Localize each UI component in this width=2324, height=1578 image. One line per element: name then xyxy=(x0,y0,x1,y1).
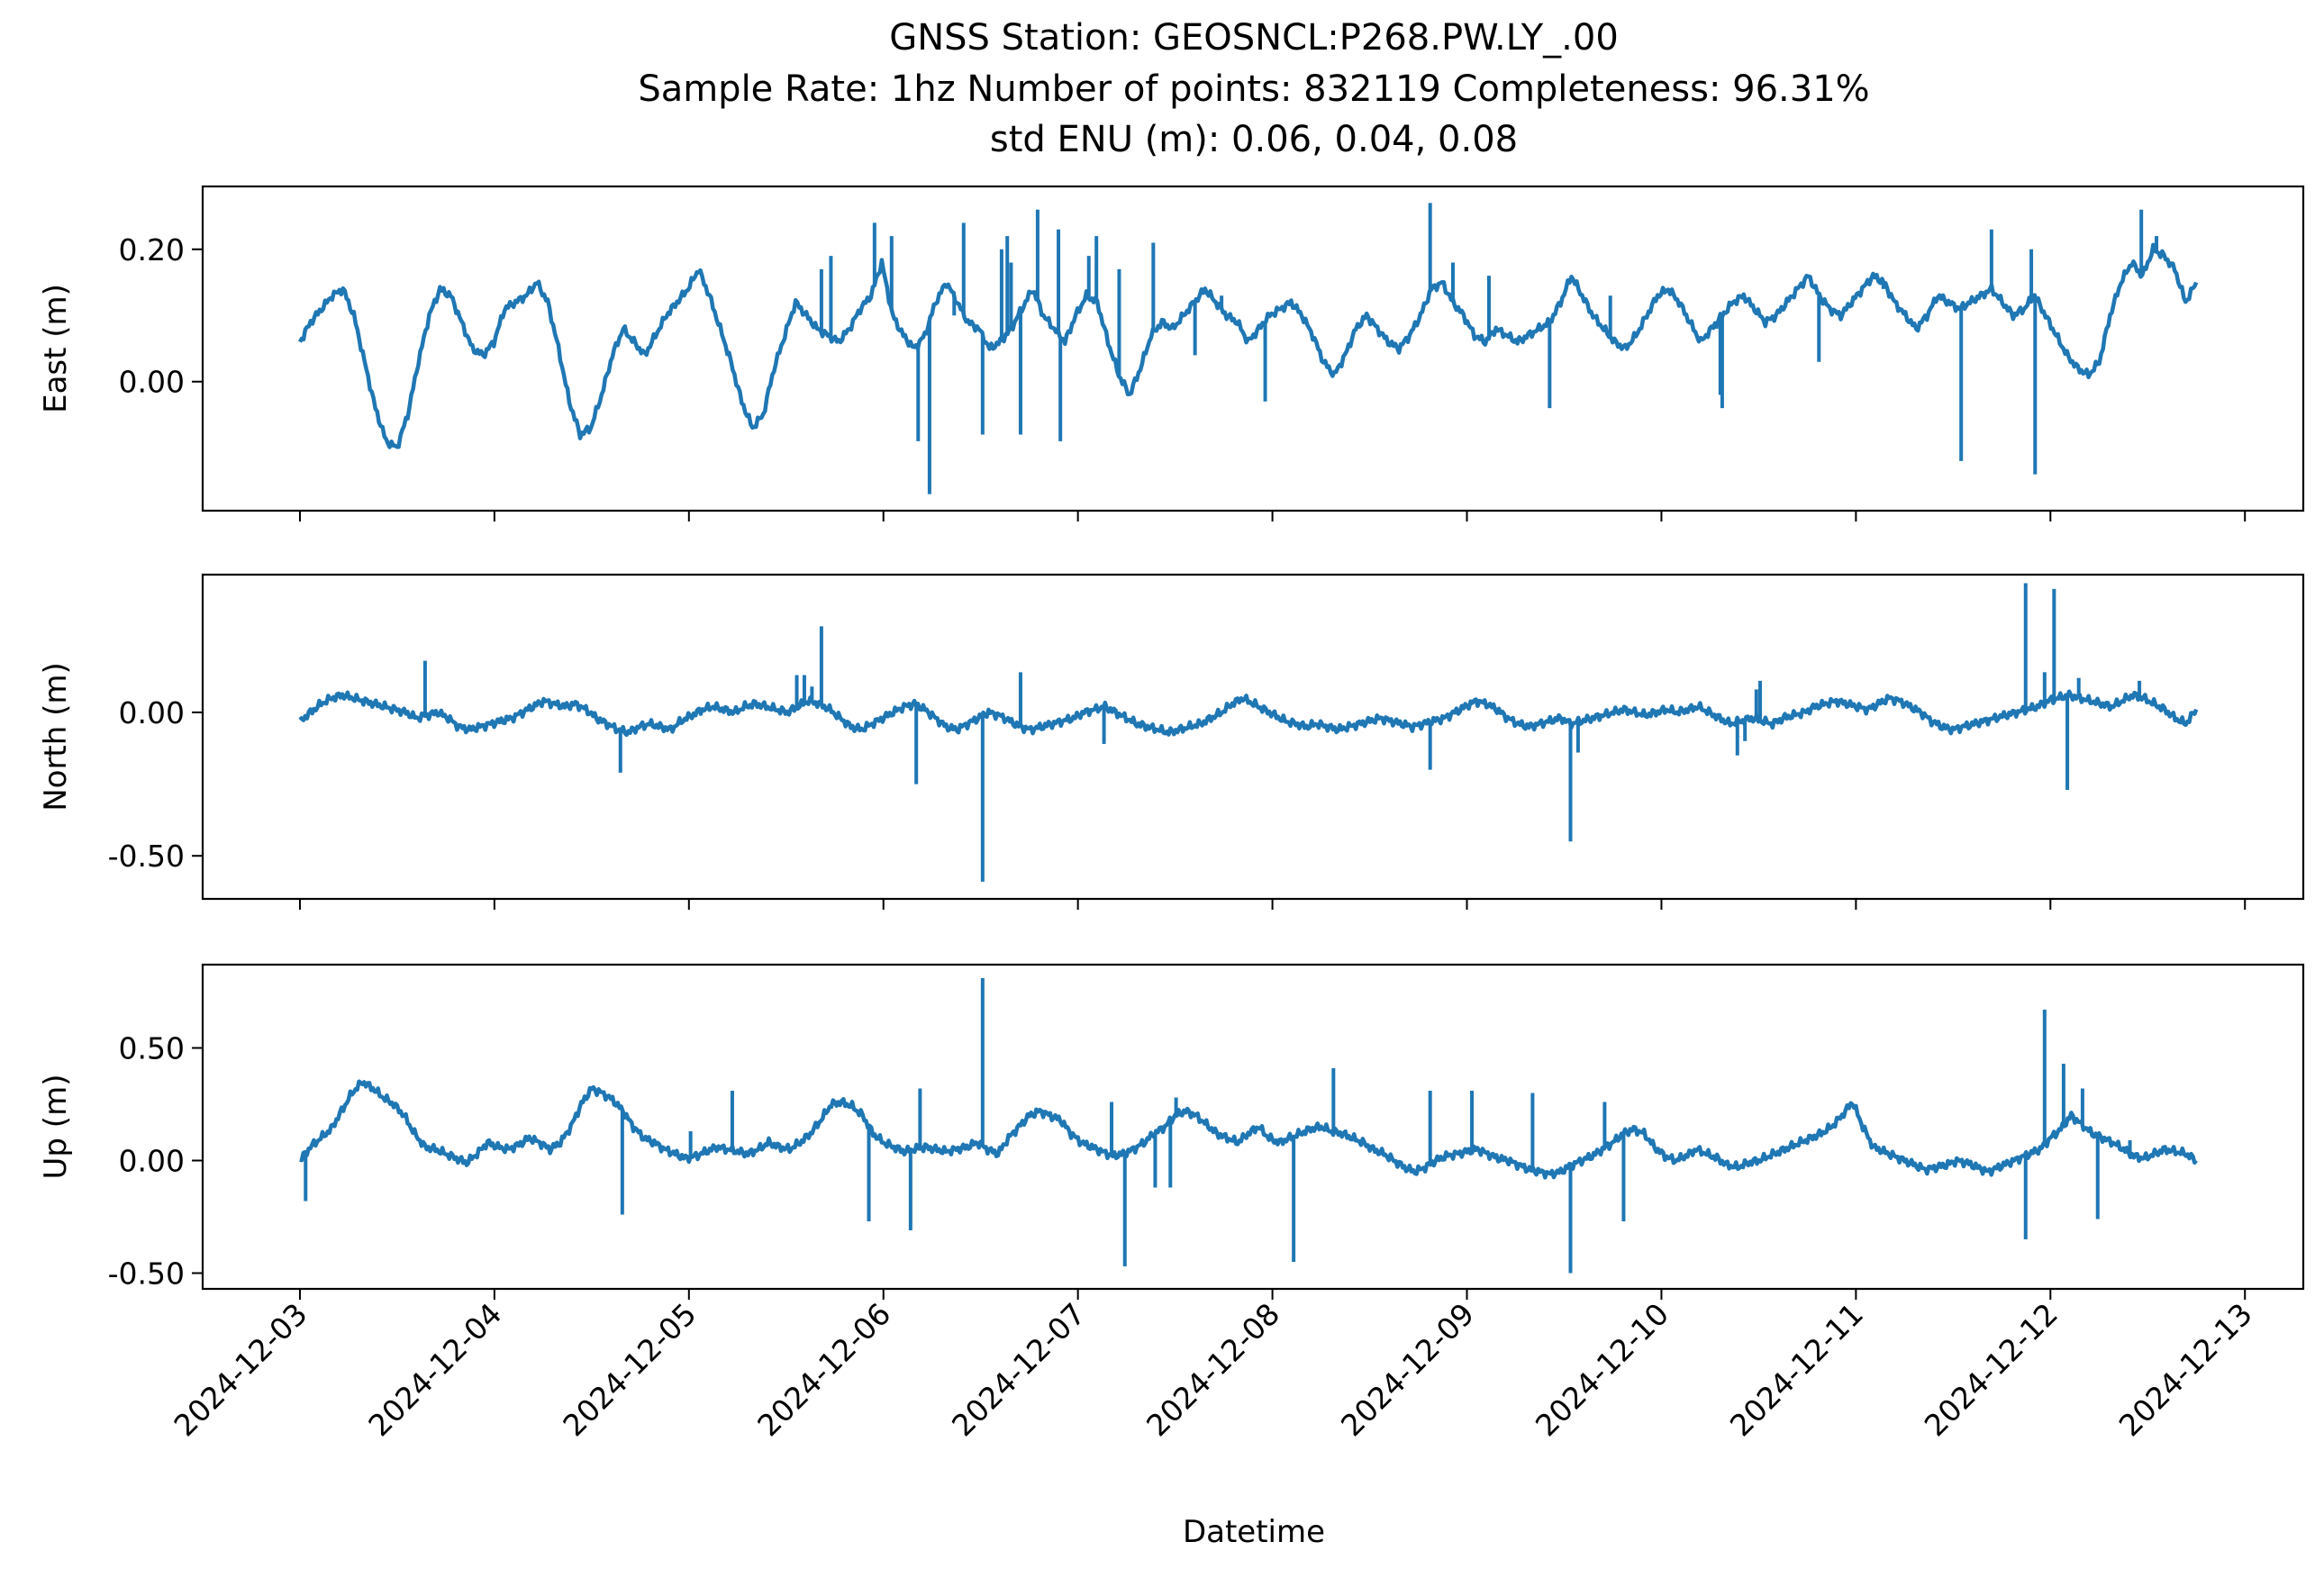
y-tick-label: -0.50 xyxy=(108,839,185,874)
axes-frame-3 xyxy=(201,963,2305,1291)
chart-title-line-2: Sample Rate: 1hz Number of points: 83211… xyxy=(638,68,1869,110)
x-tick-label: 2024-12-10 xyxy=(1529,1296,1675,1443)
series-line-2 xyxy=(298,689,2199,738)
x-tick-label: 2024-12-12 xyxy=(1918,1296,2065,1443)
x-tick-label: 2024-12-13 xyxy=(2112,1296,2259,1443)
x-tick-label: 2024-12-03 xyxy=(167,1296,313,1443)
series-line-3 xyxy=(299,1079,2198,1180)
x-tick-label: 2024-12-06 xyxy=(750,1296,897,1443)
x-tick-label: 2024-12-11 xyxy=(1723,1296,1870,1443)
subplots: 0.20 0.00 East (m) 0.00 -0.50 North (m) 0.50 0.… xyxy=(38,185,2305,1443)
y-tick-label: -0.50 xyxy=(108,1256,185,1292)
y-tick-label: 0.20 xyxy=(119,232,185,268)
x-tick-label: 2024-12-04 xyxy=(361,1296,508,1443)
axes-frame-2 xyxy=(201,573,2305,901)
x-axis-label: Datetime xyxy=(1183,1514,1325,1550)
y-axis-label-1: East (m) xyxy=(38,284,74,413)
x-tick-label: 2024-12-07 xyxy=(945,1296,1092,1443)
axes-frame-1 xyxy=(201,185,2305,512)
x-tick-label: 2024-12-05 xyxy=(556,1296,703,1443)
x-tick-label: 2024-12-08 xyxy=(1139,1296,1286,1443)
chart-title-line-1: GNSS Station: GEOSNCL:P268.PW.LY_.00 xyxy=(889,17,1619,59)
series-line-1 xyxy=(298,242,2199,449)
y-tick-label: 0.00 xyxy=(119,695,185,730)
chart-title-line-3: std ENU (m): 0.06, 0.04, 0.08 xyxy=(990,119,1518,160)
y-tick-label: 0.50 xyxy=(119,1031,185,1066)
y-tick-label: 0.00 xyxy=(119,1144,185,1179)
y-tick-label: 0.00 xyxy=(119,365,185,400)
y-axis-label-3: Up (m) xyxy=(38,1075,74,1180)
y-axis-label-2: North (m) xyxy=(38,662,74,812)
x-tick-label: 2024-12-09 xyxy=(1334,1296,1481,1443)
